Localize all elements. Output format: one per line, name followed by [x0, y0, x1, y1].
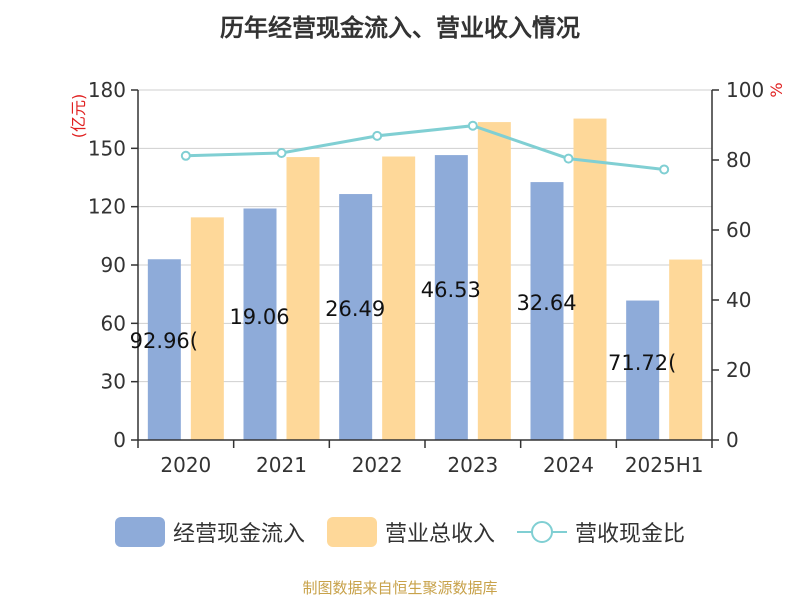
data-label: 26.49 [325, 297, 385, 321]
bar-revenue [477, 122, 511, 440]
bar-revenue [382, 156, 416, 440]
bar-cash-inflow [147, 259, 181, 440]
y-right-tick-label: 60 [726, 218, 751, 242]
legend: 经营现金流入 营业总收入 营收现金比 [0, 516, 800, 548]
y-left-tick-label: 120 [88, 195, 126, 219]
bar-cash-inflow [626, 300, 660, 440]
bar-cash-inflow [339, 194, 373, 440]
y-left-tick-label: 150 [88, 136, 126, 160]
legend-item-cash-inflow[interactable]: 经营现金流入 [114, 516, 305, 548]
bars [147, 118, 703, 441]
data-labels: 92.96( 19.06 26.49 46.53 32.64 71.72( [130, 278, 677, 375]
bar-revenue [286, 157, 320, 441]
ratio-point [467, 120, 478, 131]
grid-lines [138, 89, 712, 383]
ratio-point [563, 153, 574, 164]
bar-revenue [669, 259, 703, 440]
legend-item-revenue[interactable]: 营业总收入 [326, 516, 495, 548]
data-label: 92.96( [130, 329, 198, 353]
x-tick-label: 2023 [447, 453, 498, 477]
bar-revenue [190, 217, 224, 440]
y-left-tick-label: 60 [101, 311, 126, 335]
axes: 0 30 60 90 120 150 180 0 20 40 60 80 100 2020 2021 2022… [69, 78, 786, 477]
ratio-point [659, 164, 670, 175]
ratio-line-path [185, 124, 665, 171]
legend-item-ratio[interactable]: 营收现金比 [517, 516, 685, 548]
bar-cash-inflow [434, 155, 468, 440]
chart-title: 历年经营现金流入、营业收入情况 [220, 14, 580, 42]
y-right-axis-label: % [767, 82, 786, 97]
legend-swatch-cash-inflow [114, 517, 165, 547]
ratio-point [276, 148, 287, 158]
data-label: 32.64 [516, 291, 576, 315]
ratio-line [180, 120, 670, 175]
source-note: 制图数据来自恒生聚源数据库 [302, 579, 498, 597]
y-right-tick-label: 0 [726, 428, 739, 452]
bar-cash-inflow [530, 182, 564, 441]
legend-swatch-revenue [326, 517, 377, 547]
x-tick-label: 2025H1 [625, 453, 704, 477]
data-label: 19.06 [229, 305, 289, 329]
ratio-point [372, 130, 383, 141]
y-right-tick-label: 100 [726, 78, 764, 102]
legend-label-revenue: 营业总收入 [384, 522, 495, 547]
y-left-tick-label: 30 [101, 370, 126, 394]
legend-label-ratio: 营收现金比 [575, 522, 686, 547]
x-tick-label: 2021 [256, 453, 307, 477]
y-right-tick-label: 40 [726, 288, 751, 312]
x-tick-label: 2020 [160, 453, 211, 477]
legend-label-cash-inflow: 经营现金流入 [172, 522, 305, 547]
bar-cash-inflow [243, 208, 277, 440]
y-left-tick-label: 0 [113, 428, 126, 452]
data-label: 71.72( [608, 351, 676, 375]
ratio-point [180, 150, 191, 161]
x-tick-label: 2022 [352, 453, 403, 477]
y-left-axis-label: (亿元) [69, 94, 88, 139]
y-left-tick-label: 180 [88, 78, 126, 102]
y-right-tick-label: 20 [726, 358, 751, 382]
y-right-tick-label: 80 [726, 148, 751, 172]
legend-swatch-ratio [517, 517, 567, 547]
data-label: 46.53 [421, 278, 481, 302]
y-left-tick-label: 90 [101, 253, 126, 277]
bar-revenue [573, 118, 607, 440]
x-tick-label: 2024 [543, 453, 594, 477]
